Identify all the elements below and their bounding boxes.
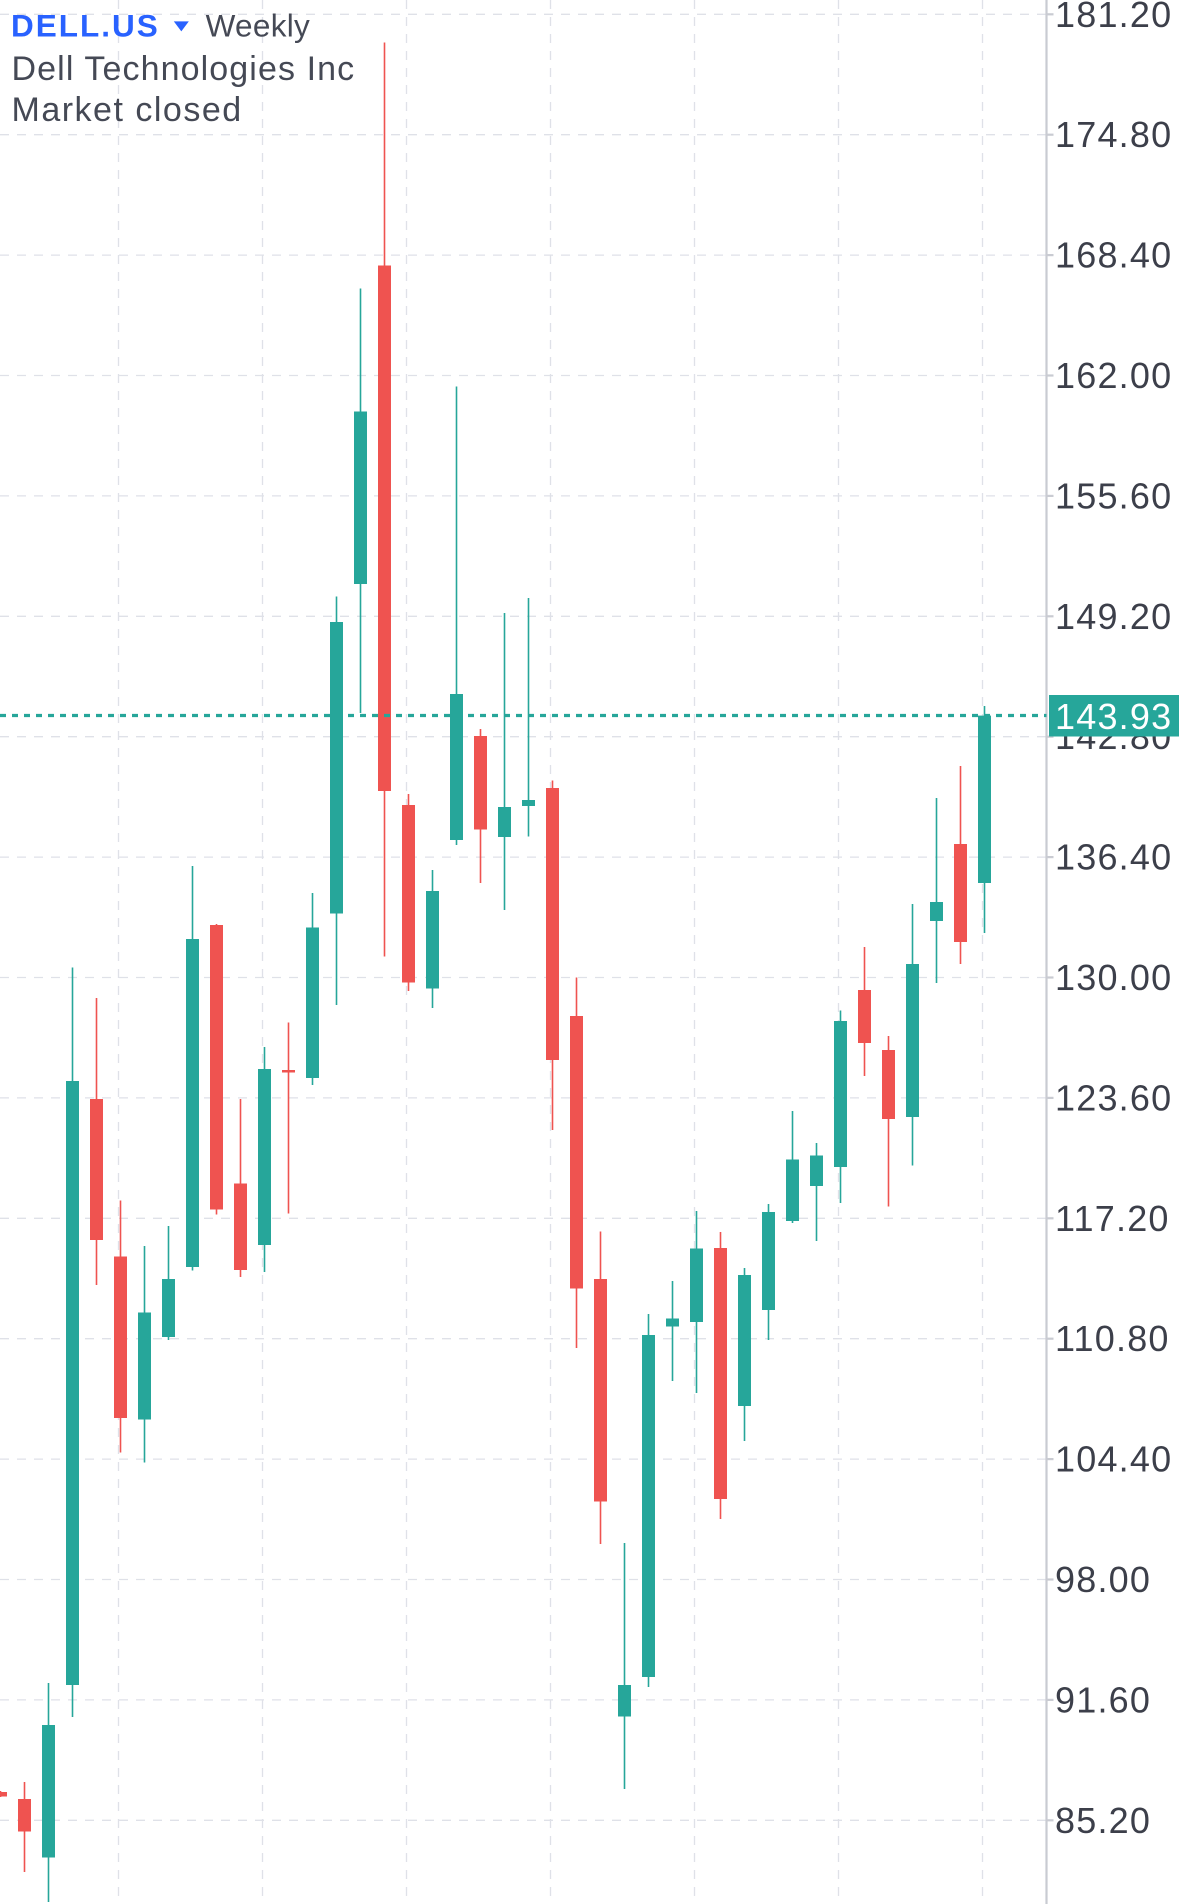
svg-text:Market closed: Market closed [12, 91, 243, 129]
svg-text:98.00: 98.00 [1055, 1559, 1151, 1600]
svg-text:104.40: 104.40 [1055, 1439, 1172, 1480]
svg-text:168.40: 168.40 [1055, 235, 1172, 276]
svg-text:Weekly: Weekly [206, 7, 311, 43]
svg-text:123.60: 123.60 [1055, 1077, 1172, 1118]
svg-text:DELL.US: DELL.US [11, 7, 160, 43]
svg-text:162.00: 162.00 [1055, 355, 1172, 396]
svg-text:149.20: 149.20 [1055, 596, 1172, 637]
svg-text:130.00: 130.00 [1055, 957, 1172, 998]
svg-text:91.60: 91.60 [1055, 1679, 1151, 1720]
svg-text:117.20: 117.20 [1055, 1198, 1170, 1239]
svg-text:110.80: 110.80 [1055, 1318, 1170, 1359]
svg-text:143.93: 143.93 [1055, 696, 1172, 737]
svg-text:174.80: 174.80 [1055, 114, 1172, 155]
svg-text:181.20: 181.20 [1055, 0, 1172, 35]
svg-text:155.60: 155.60 [1055, 475, 1172, 516]
svg-text:136.40: 136.40 [1055, 837, 1172, 878]
svg-text:Dell Technologies Inc: Dell Technologies Inc [12, 50, 356, 88]
svg-text:85.20: 85.20 [1055, 1800, 1151, 1841]
